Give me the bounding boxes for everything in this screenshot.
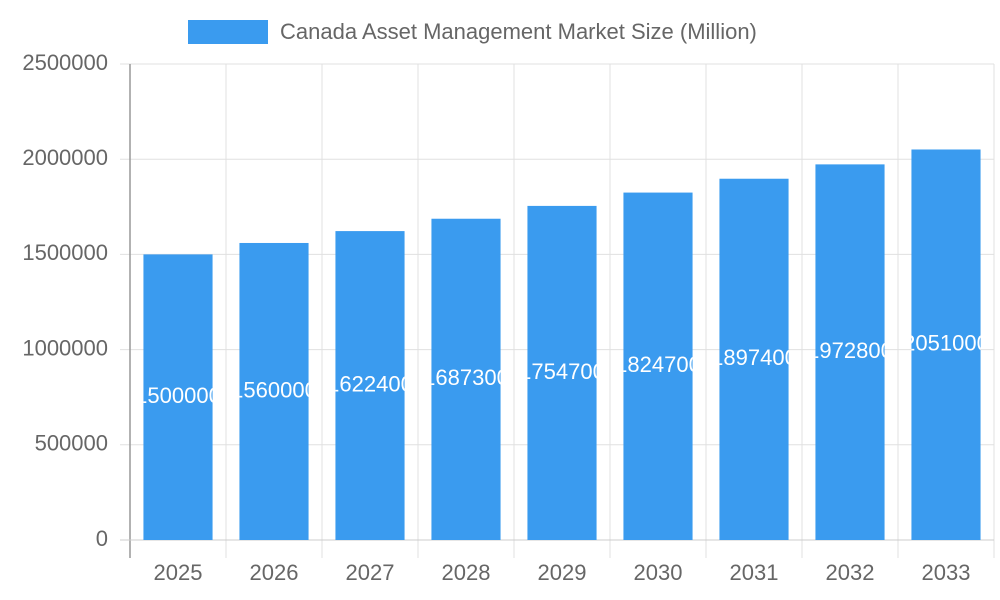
data-label: 1897400 <box>711 345 797 370</box>
data-label: 1972800 <box>807 338 893 363</box>
bar <box>431 218 501 540</box>
x-tick-label: 2030 <box>634 560 683 585</box>
bar <box>335 231 405 541</box>
data-label: 1500000 <box>135 383 221 408</box>
x-tick-label: 2033 <box>922 560 971 585</box>
bar <box>143 254 213 540</box>
data-label: 1560000 <box>231 377 317 402</box>
bar <box>527 205 597 540</box>
data-label: 1622400 <box>327 371 413 396</box>
bar <box>719 178 789 540</box>
y-tick-label: 2500000 <box>22 50 108 75</box>
bar <box>239 242 309 540</box>
y-tick-label: 500000 <box>35 431 108 456</box>
data-label: 1824700 <box>615 352 701 377</box>
x-tick-label: 2029 <box>538 560 587 585</box>
data-label: 1754700 <box>519 359 605 384</box>
data-label: 2051000 <box>903 331 989 356</box>
legend-swatch <box>188 20 268 44</box>
y-tick-label: 0 <box>96 526 108 551</box>
data-label: 1687300 <box>423 365 509 390</box>
y-tick-label: 2000000 <box>22 145 108 170</box>
x-tick-label: 2025 <box>154 560 203 585</box>
bar <box>911 149 981 540</box>
bar <box>815 164 885 540</box>
x-tick-label: 2027 <box>346 560 395 585</box>
legend-label: Canada Asset Management Market Size (Mil… <box>280 19 757 44</box>
bar <box>623 192 693 540</box>
x-tick-label: 2026 <box>250 560 299 585</box>
x-tick-label: 2031 <box>730 560 779 585</box>
x-tick-label: 2032 <box>826 560 875 585</box>
y-tick-label: 1500000 <box>22 240 108 265</box>
y-tick-label: 1000000 <box>22 335 108 360</box>
x-tick-label: 2028 <box>442 560 491 585</box>
